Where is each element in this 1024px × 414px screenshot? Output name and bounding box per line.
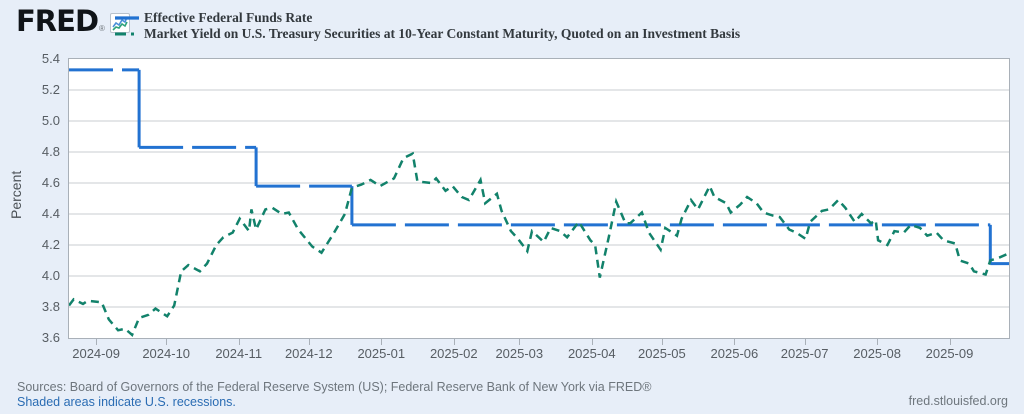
y-axis-title-wrap: Percent	[8, 140, 24, 250]
y-tick-label: 3.6	[41, 330, 60, 345]
plot-area[interactable]	[68, 58, 1010, 339]
recessions-note-link[interactable]: Shaded areas indicate U.S. recessions.	[17, 395, 236, 409]
treasury-10y-series-line	[69, 151, 1008, 338]
x-tick-mark	[308, 339, 310, 345]
effr-series-line	[69, 68, 1009, 266]
x-tick-label: 2025-04	[567, 346, 616, 361]
fred-site-link[interactable]: fred.stlouisfed.org	[908, 394, 1008, 408]
legend-item-effr: Effective Federal Funds Rate	[115, 10, 740, 26]
legend-label-treasury-10y[interactable]: Market Yield on U.S. Treasury Securities…	[144, 26, 741, 41]
effr-line-swatch	[115, 16, 139, 20]
x-tick-mark	[166, 339, 168, 345]
x-tick-mark	[734, 339, 736, 345]
x-tick-mark	[96, 339, 98, 345]
x-tick-mark	[381, 339, 383, 345]
x-tick-label: 2025-02	[429, 346, 478, 361]
y-tick-label: 5.4	[41, 51, 60, 66]
sources-text: Sources: Board of Governors of the Feder…	[17, 380, 652, 394]
x-tick-mark	[949, 339, 951, 345]
gridlines	[69, 89, 1009, 308]
x-tick-label: 2024-09	[72, 346, 120, 361]
x-tick-mark	[877, 339, 879, 345]
x-tick-label: 2025-01	[357, 346, 406, 361]
treasury-10y-line-swatch	[115, 32, 139, 36]
legend-label-effr[interactable]: Effective Federal Funds Rate	[144, 10, 313, 25]
x-tick-label: 2025-09	[925, 346, 974, 361]
y-axis-title: Percent	[8, 170, 24, 220]
fred-logo-text: FRED	[16, 4, 99, 38]
x-tick-label: 2025-06	[710, 346, 759, 361]
x-tick-mark	[453, 339, 455, 345]
x-tick-mark	[238, 339, 240, 345]
registered-trademark: ®	[99, 24, 105, 33]
y-tick-label: 5.0	[41, 113, 60, 128]
x-tick-mark	[661, 339, 663, 345]
x-tick-label: 2024-11	[215, 346, 263, 361]
y-tick-label: 4.0	[41, 268, 60, 283]
x-tick-mark	[591, 339, 593, 345]
x-tick-label: 2025-07	[780, 346, 829, 361]
y-tick-label: 3.8	[41, 299, 60, 314]
legend: Effective Federal Funds Rate Market Yiel…	[115, 10, 740, 42]
x-tick-label: 2024-12	[284, 346, 333, 361]
legend-item-treasury-10y: Market Yield on U.S. Treasury Securities…	[115, 26, 740, 42]
series-layer	[69, 68, 1009, 338]
x-tick-label: 2024-10	[142, 346, 191, 361]
fred-logo[interactable]: FRED ®	[16, 6, 130, 36]
x-tick-mark	[519, 339, 521, 345]
x-tick-label: 2025-05	[638, 346, 686, 361]
x-tick-mark	[804, 339, 806, 345]
effr-series-steps	[137, 69, 992, 264]
x-tick-label: 2025-08	[853, 346, 901, 361]
y-tick-label: 5.2	[41, 82, 60, 97]
x-tick-label: 2025-03	[495, 346, 544, 361]
